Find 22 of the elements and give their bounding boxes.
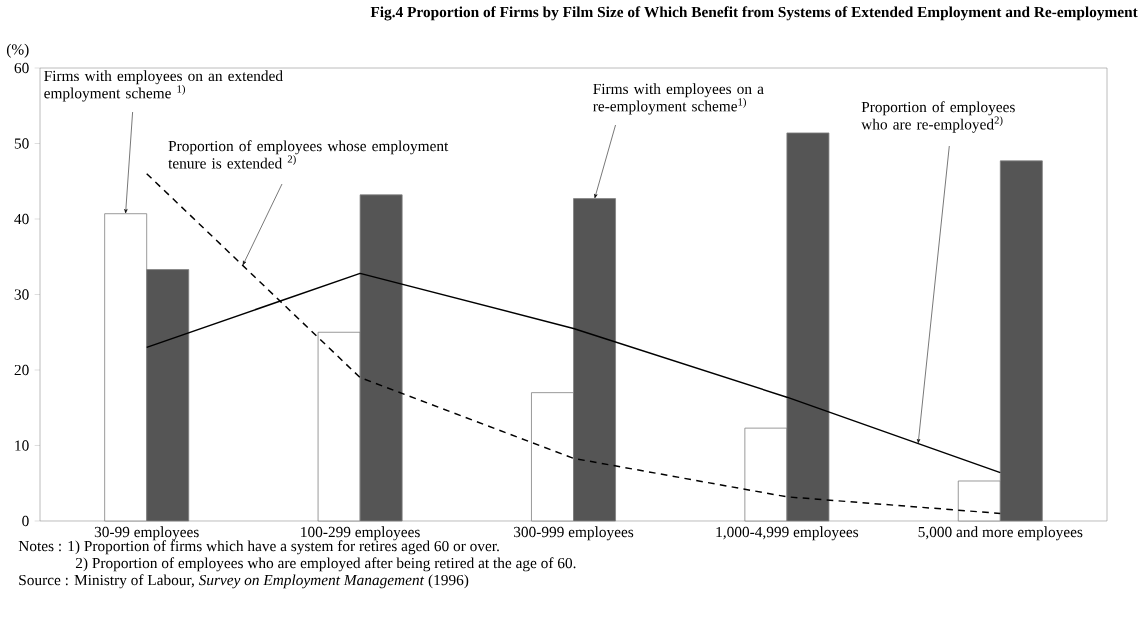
x-tick-label: 300-999 employees bbox=[513, 526, 634, 541]
x-tick-label: 1,000-4,999 employees bbox=[716, 526, 859, 541]
y-tick-label: 30 bbox=[14, 289, 29, 300]
y-tick-label: 40 bbox=[14, 213, 29, 225]
x-tick-label: 5,000 and more employees bbox=[918, 526, 1083, 541]
x-tick-label: 30-99 employees bbox=[94, 526, 199, 541]
y-tick-label: 10 bbox=[15, 440, 29, 451]
series-label: Proportion of employees whose employment tenure is extended $^{2)}$ bbox=[168, 140, 449, 169]
y-tick-label: 50 bbox=[14, 138, 29, 149]
y-axis-title: (%) bbox=[6, 43, 29, 58]
text: Firms with employees on an extended employment scheme $^{1)}$ bbox=[44, 70, 283, 102]
y-tick-label: 60 bbox=[14, 62, 29, 74]
x-tick-label: 100-299 employees bbox=[301, 526, 420, 541]
chart-title: Fig.4 Proportion of Firms by Film Size of Which Benefit from Systems of Extended Employment and Re-employment bbox=[370, 6, 1138, 21]
y-tick-label: 0 bbox=[22, 515, 29, 527]
source-note: Source : Ministry of Labour, Survey on Employment Management (1996) bbox=[19, 574, 469, 589]
line-series bbox=[145, 172, 1002, 515]
text: 2) Proportion of employees who are employed after being retired at the age of 60. bbox=[75, 557, 576, 572]
series-label: Firms with employees on a re-employment scheme$^{1)}$ bbox=[593, 83, 764, 115]
text: Notes : 1) Proportion of firms which have a system for retires aged 60 or over. bbox=[18, 540, 499, 555]
y-tick-label: 20 bbox=[14, 364, 29, 376]
text: Proportion of employees who are re-employed$^{2)}$ bbox=[861, 101, 1015, 133]
